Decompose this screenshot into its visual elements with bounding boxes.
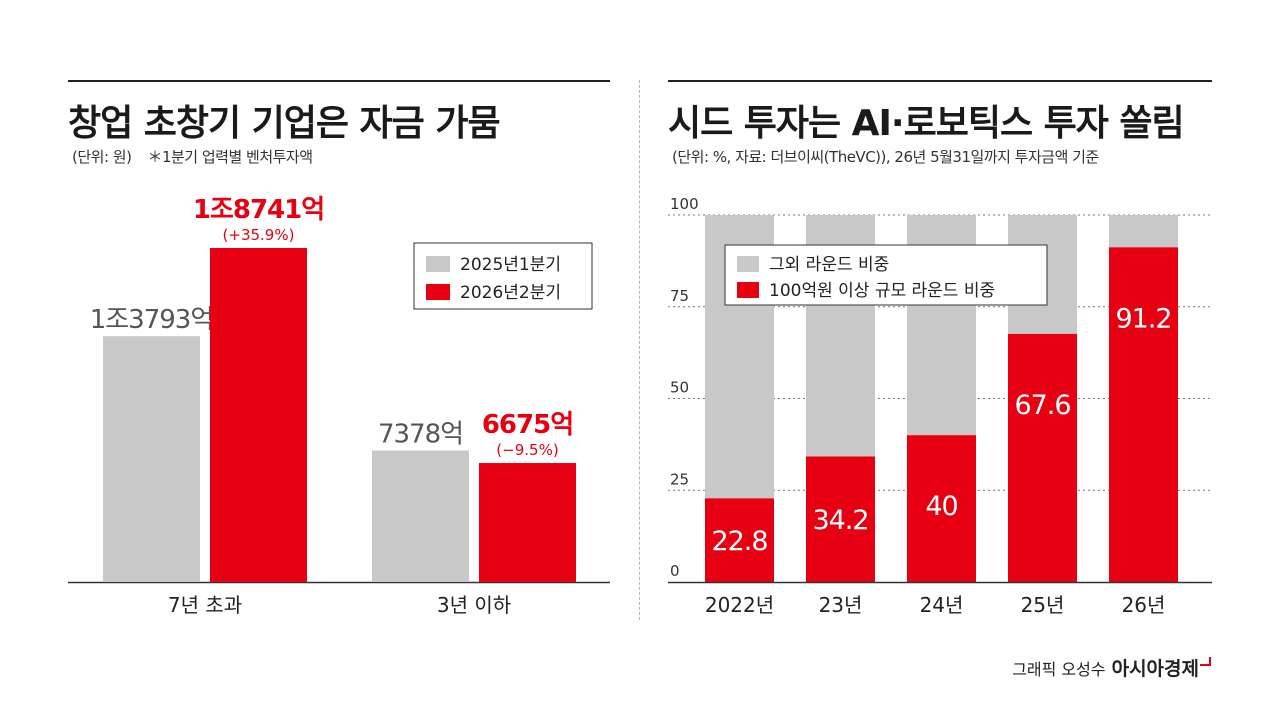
right-top-rule: [668, 80, 1212, 82]
x-category-label: 23년: [819, 593, 863, 617]
x-category-label: 3년 이하: [437, 593, 511, 617]
legend-swatch: [737, 256, 759, 272]
bar-large-rounds: [806, 456, 875, 582]
brand-mark-icon: [1200, 657, 1211, 666]
y-tick-label: 0: [670, 562, 680, 580]
left-top-rule: [68, 80, 610, 82]
x-category-label: 7년 초과: [168, 593, 242, 617]
bar-value-label: 40: [925, 491, 957, 522]
graphic-credit: 그래픽 오성수 아시아경제: [1012, 654, 1211, 681]
bar-large-rounds: [1109, 247, 1178, 582]
bar-2025q1: [103, 336, 200, 582]
bar-value-label: 1조3793억: [90, 305, 214, 335]
bar-other-rounds: [1109, 215, 1178, 248]
x-category-label: 24년: [920, 593, 964, 617]
bar-value-label: 6675억: [482, 410, 573, 440]
right-chart-title: 시드 투자는 AI·로보틱스 투자 쏠림: [668, 103, 1185, 144]
legend-label: 2026년2분기: [460, 283, 561, 303]
legend-label: 그외 라운드 비중: [769, 255, 889, 275]
x-category-label: 26년: [1122, 593, 1166, 617]
y-tick-label: 25: [670, 470, 689, 488]
panel-divider: [639, 80, 640, 620]
left-chart-panel: 창업 초창기 기업은 자금 가뭄 (단위: 원) ＊1분기 업력별 벤처투자액 1…: [68, 0, 610, 706]
legend-swatch: [737, 282, 759, 298]
left-unit-note: (단위: 원): [72, 148, 132, 166]
left-chart-title: 창업 초창기 기업은 자금 가뭄: [68, 103, 501, 144]
right-stacked-bar-chart: 0 25 50 75 100 22.8 2022년 34.2 23년 40 24년 67.6 25년 91…: [668, 195, 1212, 617]
x-category-label: 2022년: [705, 593, 774, 617]
left-chart-subtitle: (단위: 원) ＊1분기 업력별 벤처투자액: [72, 146, 313, 167]
right-chart-subtitle: (단위: %, 자료: 더브이씨(TheVC)), 26년 5월31일까지 투자…: [672, 148, 1099, 166]
bar-2026q2: [479, 463, 576, 582]
credit-text: 그래픽 오성수: [1012, 660, 1106, 679]
left-footnote: ＊1분기 업력별 벤처투자액: [147, 148, 313, 166]
bar-large-rounds: [1008, 333, 1077, 582]
bar-value-label: 67.6: [1014, 390, 1070, 421]
right-legend-box: [724, 244, 1048, 306]
bar-large-rounds: [705, 498, 774, 582]
right-chart-panel: 시드 투자는 AI·로보틱스 투자 쏠림 (단위: %, 자료: 더브이씨(Th…: [668, 0, 1212, 706]
legend-swatch: [426, 284, 450, 300]
y-tick-label: 50: [670, 379, 689, 397]
bar-value-label: 22.8: [711, 526, 767, 557]
bar-value-label: 1조8741억: [193, 195, 324, 225]
bar-2026q2: [210, 248, 307, 582]
legend-label: 2025년1분기: [460, 255, 561, 275]
bar-2025q1: [372, 450, 469, 582]
bar-value-label: 91.2: [1115, 303, 1171, 334]
legend-swatch: [426, 256, 450, 272]
bar-change-label: (−9.5%): [496, 441, 558, 459]
bar-large-rounds: [907, 435, 976, 582]
legend-label: 100억원 이상 규모 라운드 비중: [769, 281, 995, 301]
left-bar-chart: 1조3793억 1조8741억(+35.9%) 7년 초과 7378억 6675억(−9…: [68, 195, 610, 617]
x-category-label: 25년: [1021, 593, 1065, 617]
brand-logo: 아시아경제: [1111, 658, 1199, 680]
bar-change-label: (+35.9%): [223, 226, 295, 244]
bar-value-label: 34.2: [812, 505, 868, 536]
y-tick-label: 75: [670, 287, 689, 305]
y-tick-label: 100: [670, 195, 699, 213]
bar-value-label: 7378억: [378, 420, 463, 450]
